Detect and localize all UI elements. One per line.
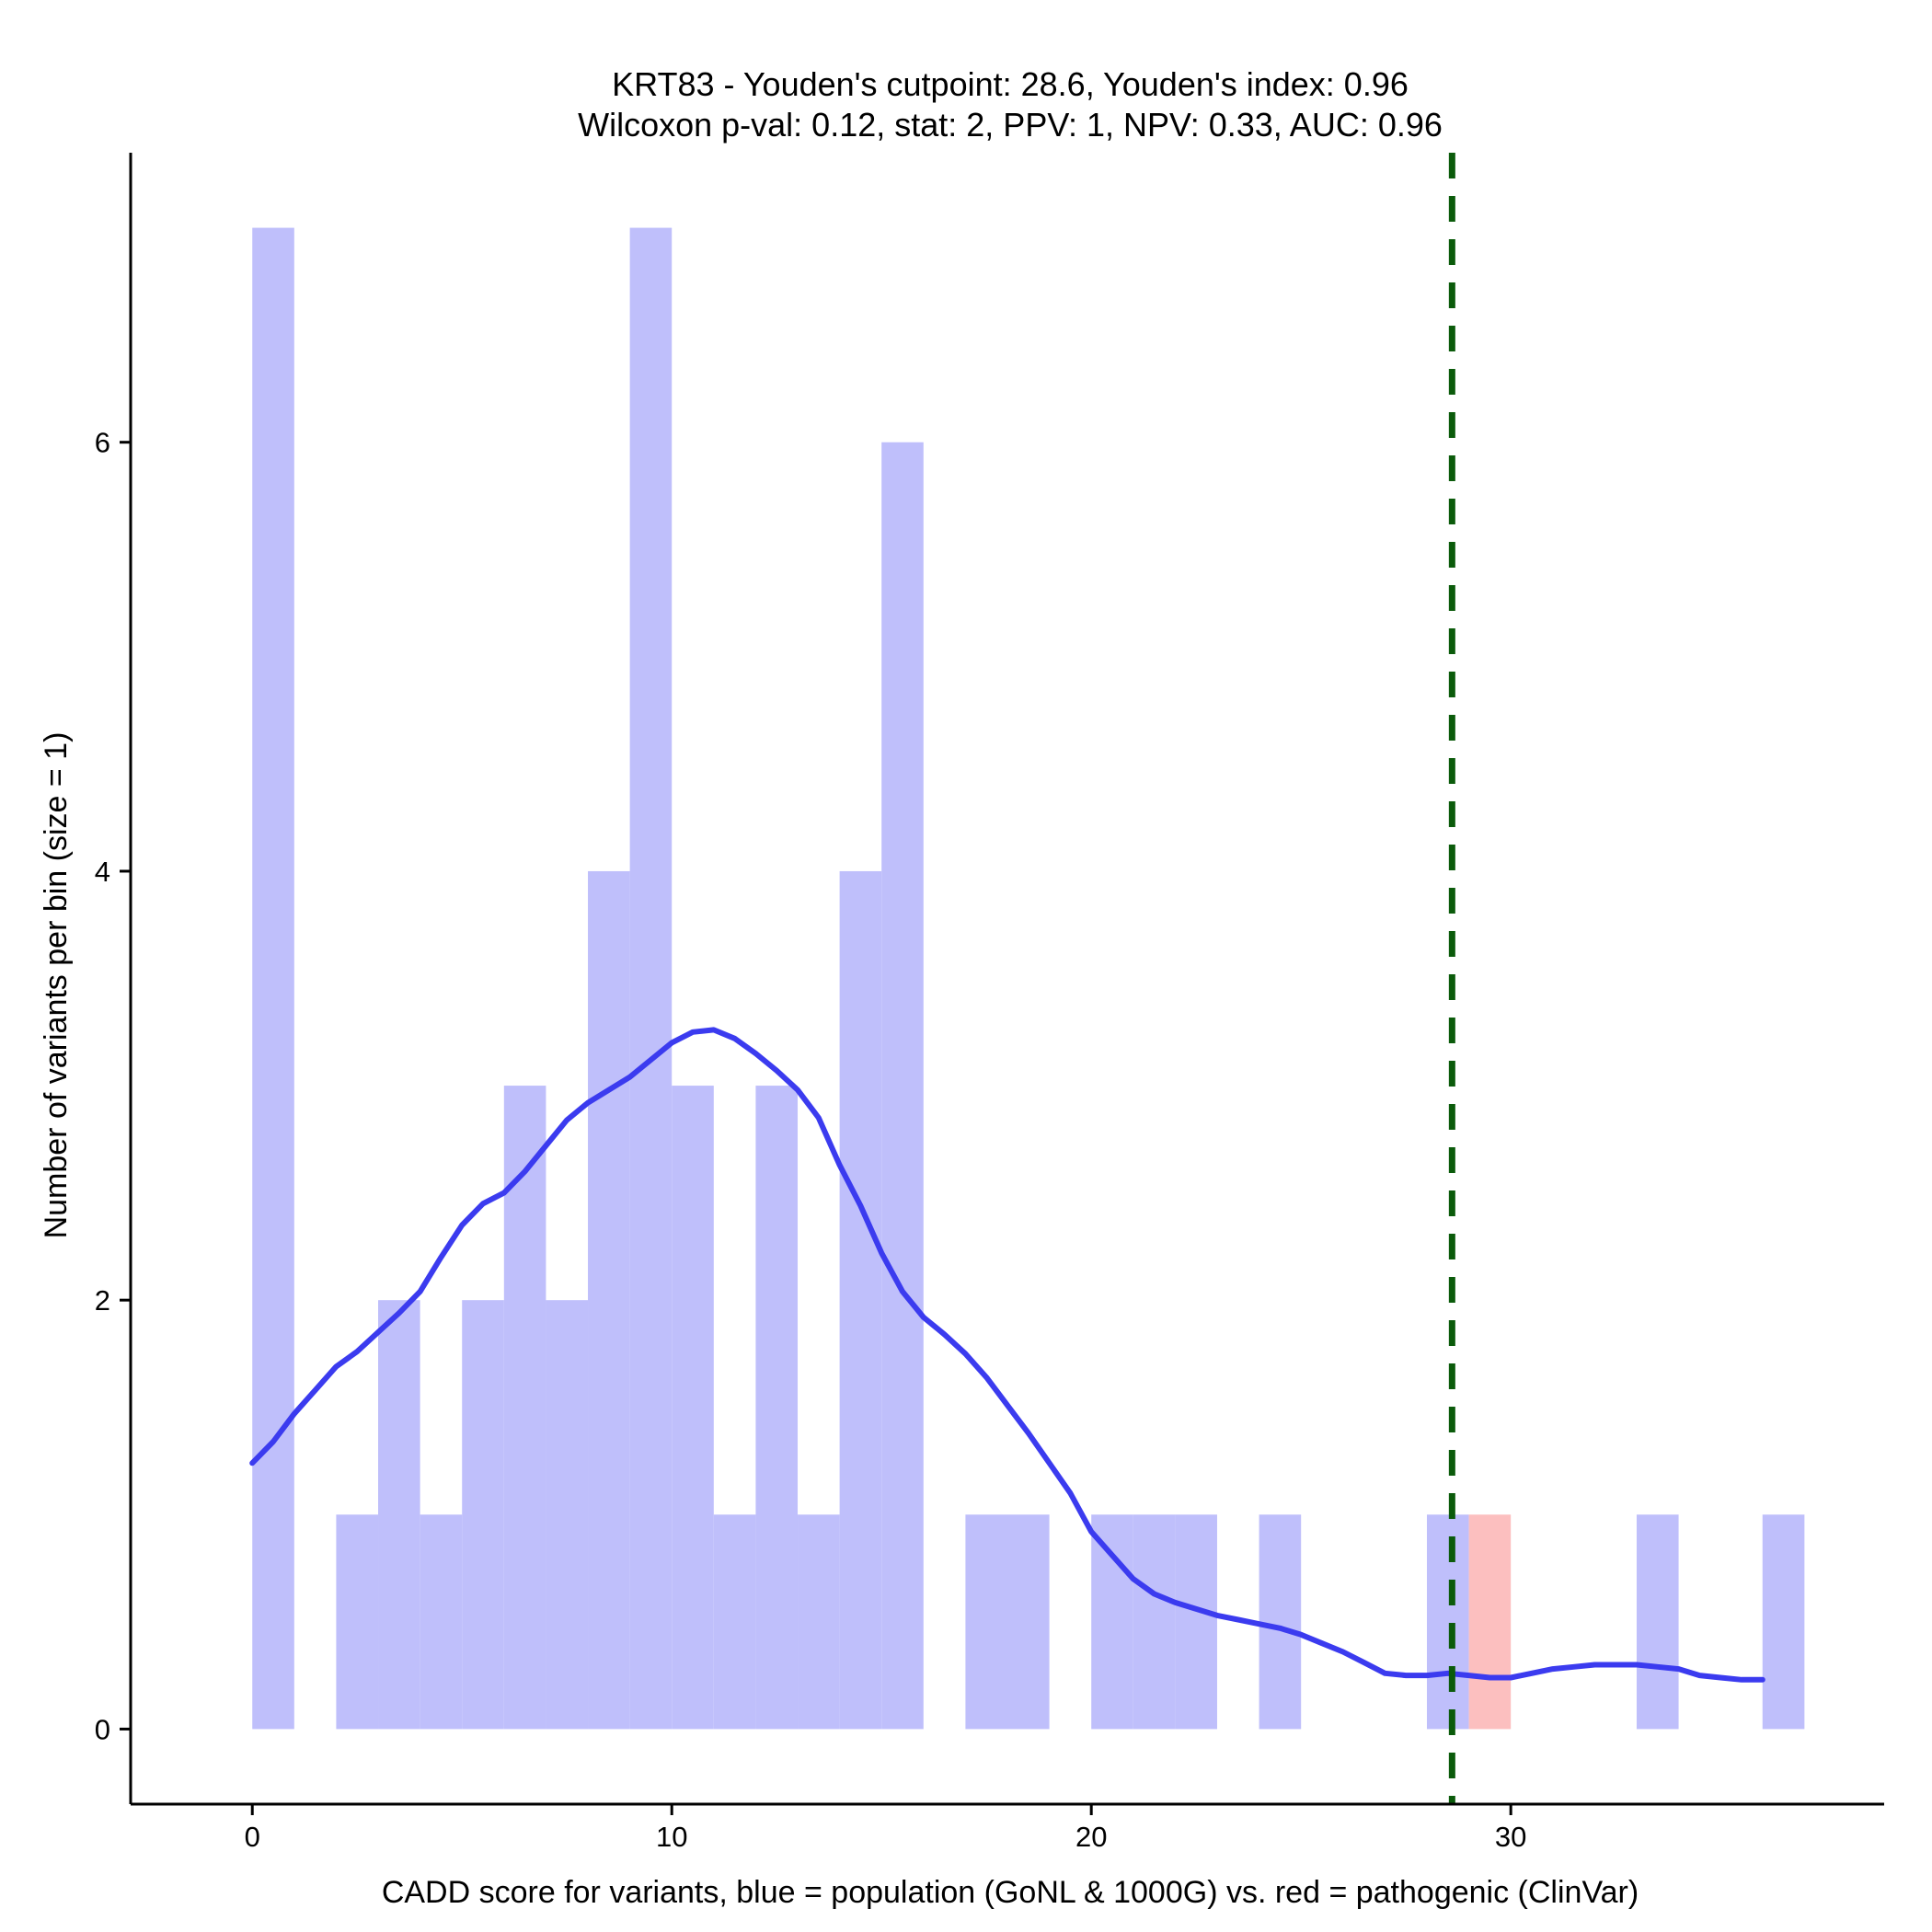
population-bar [462, 1300, 504, 1730]
population-bar [965, 1514, 1007, 1730]
population-bar [1426, 1514, 1469, 1730]
population-bar [839, 870, 882, 1730]
population-bar [672, 1086, 714, 1730]
x-tick-label: 10 [656, 1821, 687, 1853]
y-tick-label: 2 [95, 1284, 110, 1317]
chart-title-line1: KRT83 - Youden's cutpoint: 28.6, Youden'… [612, 65, 1409, 103]
axes: 0 10 20 30 0 2 4 6 [95, 153, 1884, 1853]
y-tick-label: 4 [95, 856, 110, 888]
population-bar [881, 442, 924, 1730]
x-tick-label: 20 [1075, 1821, 1107, 1853]
population-bar [1259, 1514, 1302, 1730]
y-tick-label: 6 [95, 427, 110, 459]
population-bar [420, 1514, 463, 1730]
population-bar [252, 227, 294, 1730]
pathogenic-bar [1468, 1514, 1512, 1730]
population-bar [1091, 1514, 1133, 1730]
histogram-bars [252, 227, 1805, 1730]
population-bar [1636, 1514, 1679, 1730]
population-bar [1007, 1514, 1050, 1730]
x-tick-label: 0 [245, 1821, 260, 1853]
population-bar [336, 1514, 379, 1730]
population-bar [755, 1086, 799, 1730]
population-bar [503, 1086, 546, 1730]
population-bar [588, 870, 630, 1730]
population-bar [1175, 1514, 1217, 1730]
population-bar [629, 227, 673, 1730]
population-bar [378, 1300, 420, 1730]
population-bar [546, 1300, 589, 1730]
density-curve-group [249, 1027, 1765, 1683]
y-tick-label: 0 [95, 1713, 110, 1745]
x-axis-label: CADD score for variants, blue = populati… [382, 1875, 1639, 1910]
x-tick-label: 30 [1495, 1821, 1526, 1853]
density-curve [249, 1027, 1765, 1683]
y-axis-label: Number of variants per bin (size = 1) [39, 732, 74, 1239]
population-bar [798, 1514, 840, 1730]
chart-title-line2: Wilcoxon p-val: 0.12, stat: 2, PPV: 1, N… [578, 106, 1443, 144]
population-bar [713, 1514, 756, 1730]
population-bar [1762, 1514, 1805, 1730]
population-bar [1133, 1514, 1176, 1730]
